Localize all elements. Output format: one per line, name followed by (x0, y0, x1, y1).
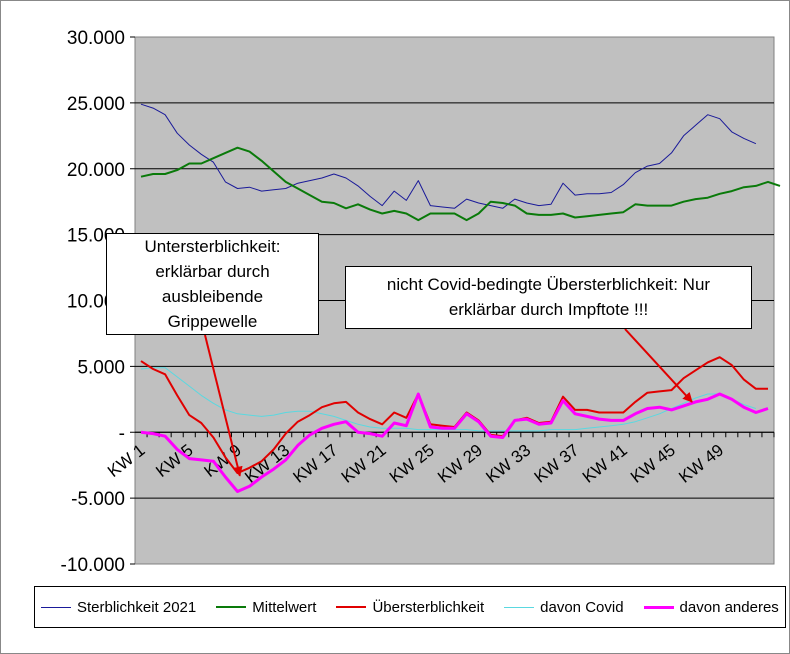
legend-swatch-mittelwert (216, 606, 247, 608)
annotation-arrow (204, 334, 243, 477)
y-tick-label: 5.000 (77, 357, 125, 378)
y-tick-label: -10.000 (61, 555, 125, 576)
legend-label-sterblichkeit: Sterblichkeit 2021 (77, 598, 197, 616)
legend: Sterblichkeit 2021 Mittelwert Übersterbl… (34, 586, 786, 628)
legend-swatch-sterblichkeit (41, 606, 71, 608)
legend-label-uebersterblichkeit: Übersterblichkeit (372, 598, 485, 616)
annotation-untersterblichkeit: Untersterblichkeit: erklärbar durch ausb… (106, 233, 319, 335)
y-tick-label: -5.000 (71, 489, 125, 510)
legend-label-anderes: davon anderes (679, 598, 779, 616)
y-tick-label: 20.000 (67, 160, 125, 181)
y-tick-label: 25.000 (67, 94, 125, 115)
legend-item-sterblichkeit: Sterblichkeit 2021 (41, 599, 196, 616)
series-line-1 (140, 103, 757, 209)
y-tick-label: 30.000 (67, 28, 125, 49)
series-lines (140, 103, 781, 493)
legend-item-covid: davon Covid (504, 598, 624, 616)
annotation-arrows (204, 328, 693, 477)
series-line-5 (140, 392, 769, 493)
annotation-arrow (624, 328, 693, 403)
y-tick-label: - (119, 423, 125, 444)
legend-swatch-anderes (643, 605, 674, 609)
legend-swatch-uebersterblichkeit (336, 606, 367, 608)
legend-swatch-covid (504, 606, 535, 608)
annotation-uebersterblichkeit: nicht Covid-bedingte Übersterblichkeit: … (345, 266, 752, 329)
legend-label-covid: davon Covid (540, 598, 624, 616)
series-line-2 (140, 146, 781, 222)
legend-item-mittelwert: Mittelwert (216, 599, 316, 616)
legend-item-uebersterblichkeit: Übersterblichkeit (336, 599, 484, 616)
legend-label-mittelwert: Mittelwert (252, 598, 317, 616)
legend-item-anderes: davon anderes (643, 598, 779, 616)
